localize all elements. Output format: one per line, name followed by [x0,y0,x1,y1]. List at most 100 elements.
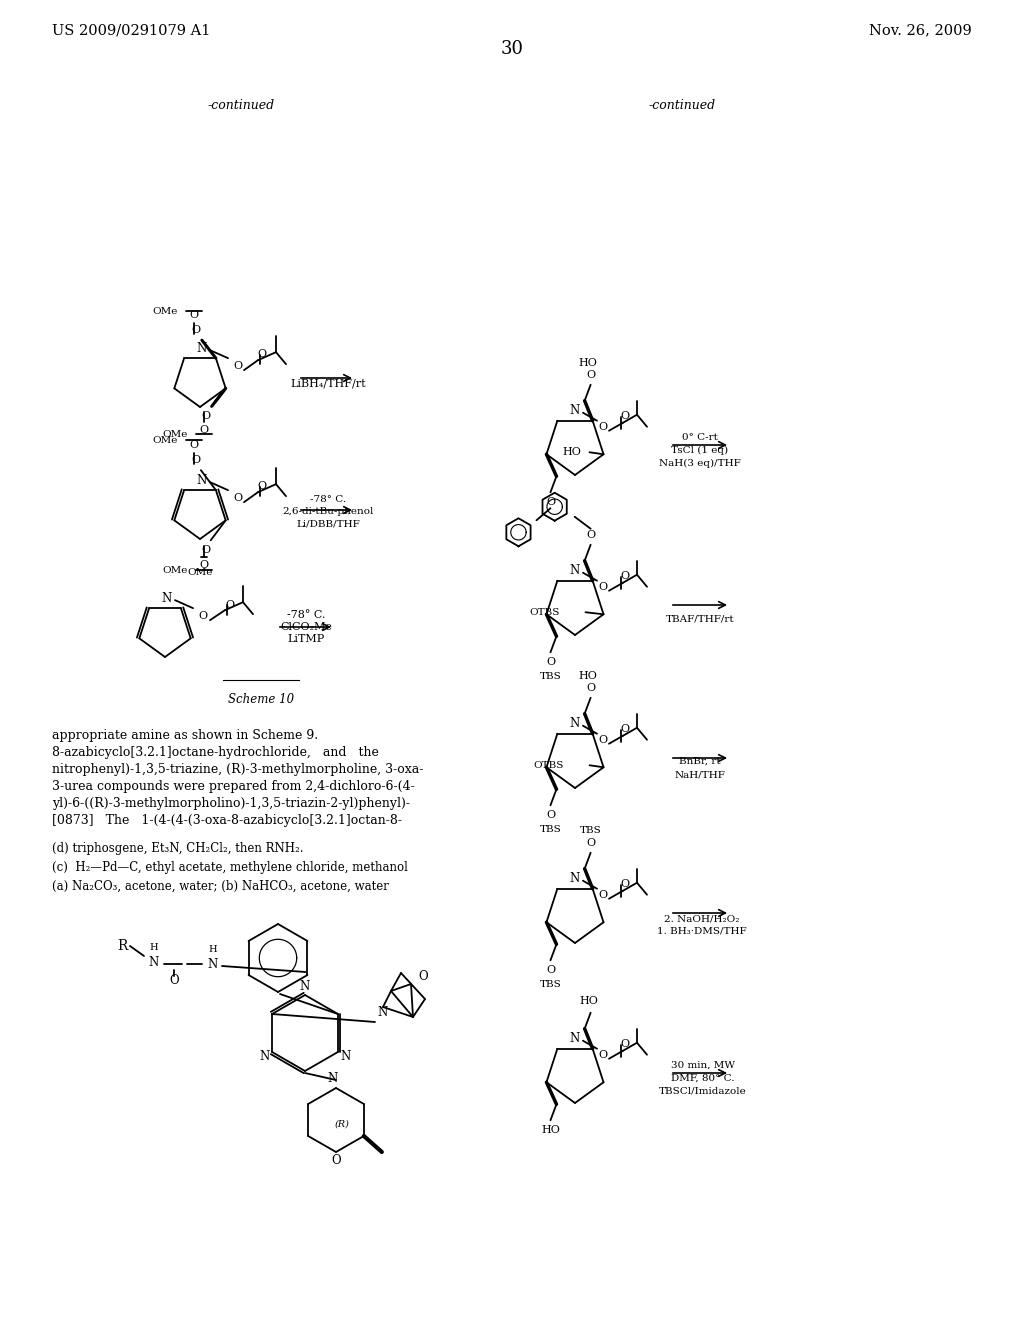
Text: N: N [259,1049,269,1063]
Text: HO: HO [579,358,598,368]
Text: OTBS: OTBS [534,760,563,770]
Text: yl)-6-((R)-3-methylmorpholino)-1,3,5-triazin-2-yl)phenyl)-: yl)-6-((R)-3-methylmorpholino)-1,3,5-tri… [52,797,410,810]
Text: N: N [208,957,218,970]
Text: TBS: TBS [540,825,561,834]
Text: N: N [328,1072,338,1085]
Text: (c)  H₂—Pd—C, ethyl acetate, methylene chloride, methanol: (c) H₂—Pd—C, ethyl acetate, methylene ch… [52,861,408,874]
Text: O: O [418,970,428,983]
Text: OMe: OMe [153,436,178,445]
Text: O: O [598,1049,607,1060]
Text: LiTMP: LiTMP [288,634,325,644]
Text: NaH(3 eq)/THF: NaH(3 eq)/THF [659,459,741,469]
Text: O: O [189,310,199,321]
Text: O: O [201,545,210,556]
Text: TBSCl/Imidazole: TBSCl/Imidazole [659,1086,746,1096]
Text: -78° C.: -78° C. [287,610,326,620]
Text: appropriate amine as shown in Scheme 9.: appropriate amine as shown in Scheme 9. [52,729,318,742]
Text: O: O [621,570,630,581]
Text: O: O [598,735,607,744]
Text: O: O [233,494,243,503]
Text: 30: 30 [501,40,523,58]
Text: HO: HO [541,1125,560,1135]
Text: OMe: OMe [162,430,187,438]
Text: O: O [331,1154,341,1167]
Text: N: N [570,564,581,577]
Text: N: N [162,591,172,605]
Text: (R): (R) [335,1119,349,1129]
Text: 0° C-rt: 0° C-rt [682,433,718,442]
Text: N: N [300,979,310,993]
Text: N: N [341,1049,351,1063]
Text: -78° C.: -78° C. [310,495,346,504]
Text: O: O [586,838,595,847]
Text: O: O [257,482,266,491]
Text: O: O [169,974,179,986]
Text: O: O [546,657,555,668]
Text: BnBr, rt: BnBr, rt [679,756,721,766]
Text: HO: HO [579,671,598,681]
Text: 2. NaOH/H₂O₂: 2. NaOH/H₂O₂ [665,913,739,923]
Text: OTBS: OTBS [529,607,559,616]
Text: TsCl (1 eq): TsCl (1 eq) [672,446,728,455]
Text: Nov. 26, 2009: Nov. 26, 2009 [869,24,972,38]
Text: O: O [199,425,208,436]
Text: nitrophenyl)-1,3,5-triazine, (R)-3-methylmorpholine, 3-oxa-: nitrophenyl)-1,3,5-triazine, (R)-3-methy… [52,763,423,776]
Text: R: R [117,939,127,953]
Text: O: O [233,362,243,371]
Text: HO: HO [562,447,581,457]
Text: [0873]   The   1-(4-(4-(3-oxa-8-azabicyclo[3.2.1]octan-8-: [0873] The 1-(4-(4-(3-oxa-8-azabicyclo[3… [52,814,402,828]
Text: TBAF/THF/rt: TBAF/THF/rt [666,614,734,623]
Text: N: N [570,1032,581,1045]
Text: N: N [570,717,581,730]
Text: -continued: -continued [208,99,274,112]
Text: O: O [598,582,607,591]
Text: OMe: OMe [162,566,187,574]
Text: DMF, 80° C.: DMF, 80° C. [672,1074,735,1082]
Text: TBS: TBS [540,979,561,989]
Text: O: O [546,810,555,820]
Text: US 2009/0291079 A1: US 2009/0291079 A1 [52,24,210,38]
Text: O: O [257,350,266,359]
Text: O: O [586,529,595,540]
Text: O: O [621,879,630,888]
Text: OMe: OMe [187,568,212,577]
Text: LiBH₄/THF/rt: LiBH₄/THF/rt [290,379,366,389]
Text: TBS: TBS [540,672,561,681]
Text: N: N [197,342,207,355]
Text: H: H [209,945,217,954]
Text: (a) Na₂CO₃, acetone, water; (b) NaHCO₃, acetone, water: (a) Na₂CO₃, acetone, water; (b) NaHCO₃, … [52,880,389,894]
Text: O: O [199,611,208,622]
Text: N: N [570,404,581,417]
Text: O: O [201,412,210,421]
Text: TBS: TBS [580,826,601,836]
Text: O: O [621,723,630,734]
Text: O: O [225,601,234,610]
Text: N: N [570,873,581,886]
Text: -continued: -continued [648,99,716,112]
Text: N: N [378,1006,388,1019]
Text: O: O [189,440,199,450]
Text: O: O [621,411,630,421]
Text: 30 min, MW: 30 min, MW [671,1061,735,1071]
Text: O: O [191,455,201,465]
Text: O: O [598,890,607,900]
Text: O: O [199,561,208,570]
Text: NaH/THF: NaH/THF [675,770,725,779]
Text: O: O [598,421,607,432]
Text: O: O [546,498,555,507]
Text: 2,6-di-tBu-phenol: 2,6-di-tBu-phenol [283,507,374,516]
Text: 3-urea compounds were prepared from 2,4-dichloro-6-(4-: 3-urea compounds were prepared from 2,4-… [52,780,415,793]
Text: O: O [191,325,201,335]
Text: HO: HO [580,995,598,1006]
Text: OMe: OMe [153,306,178,315]
Text: ClCO₂Me: ClCO₂Me [280,622,332,632]
Text: H: H [150,944,159,953]
Text: 8-azabicyclo[3.2.1]octane-hydrochloride,   and   the: 8-azabicyclo[3.2.1]octane-hydrochloride,… [52,746,379,759]
Text: 1. BH₃·DMS/THF: 1. BH₃·DMS/THF [657,927,746,936]
Text: (d) triphosgene, Et₃N, CH₂Cl₂, then RNH₂.: (d) triphosgene, Et₃N, CH₂Cl₂, then RNH₂… [52,842,303,855]
Text: O: O [546,965,555,975]
Text: Scheme 10: Scheme 10 [228,693,294,706]
Text: Li/DBB/THF: Li/DBB/THF [296,520,359,528]
Text: N: N [148,956,159,969]
Text: O: O [621,1039,630,1048]
